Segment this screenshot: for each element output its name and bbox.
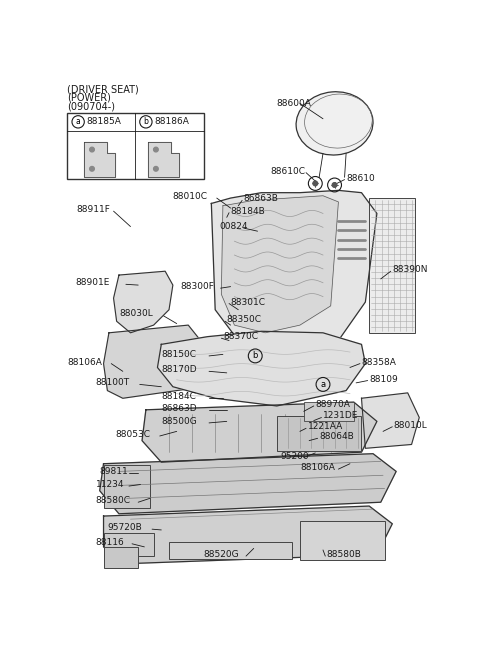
Text: 95720B: 95720B [108,523,142,532]
Text: 88370C: 88370C [223,332,258,341]
Text: 88109: 88109 [369,375,398,384]
Bar [304,402,354,421]
Text: 1231DE: 1231DE [323,411,359,420]
Bar [169,543,292,559]
Text: 88170D: 88170D [161,365,197,375]
Text: a: a [76,117,81,127]
Circle shape [90,167,94,171]
Text: 88390N: 88390N [392,265,428,274]
Text: 86863B: 86863B [244,194,278,203]
Circle shape [332,182,337,188]
Text: 88911F: 88911F [77,205,110,214]
Bar [104,465,150,508]
Text: 88610C: 88610C [271,167,306,176]
Text: (POWER): (POWER) [67,93,111,103]
Text: 88350C: 88350C [227,316,262,324]
Text: 88106A: 88106A [300,463,335,472]
Text: 88100T: 88100T [96,379,130,388]
Text: b: b [252,352,258,360]
Text: 88901E: 88901E [75,278,109,287]
Text: 88358A: 88358A [361,358,396,367]
Text: 88010C: 88010C [173,192,208,201]
Bar [104,547,138,569]
Polygon shape [142,402,377,462]
Polygon shape [211,190,377,356]
Bar [369,198,415,333]
Text: 88580C: 88580C [96,496,131,505]
Text: 86863D: 86863D [161,404,197,413]
Text: 95200: 95200 [281,451,309,461]
Polygon shape [114,271,173,333]
Text: 88053C: 88053C [115,430,150,439]
Text: 88186A: 88186A [155,117,189,127]
Text: (DRIVER SEAT): (DRIVER SEAT) [67,85,139,94]
Circle shape [154,167,158,171]
Polygon shape [84,142,115,176]
Polygon shape [157,331,365,406]
Polygon shape [221,195,338,333]
Text: 1221AA: 1221AA [308,422,343,431]
Text: 88970A: 88970A [315,400,350,409]
Bar [277,416,361,451]
Polygon shape [104,506,392,564]
Ellipse shape [296,92,373,155]
Circle shape [154,147,158,152]
Text: 88301C: 88301C [230,298,265,306]
Text: 88116: 88116 [96,538,125,546]
Text: b: b [144,117,148,127]
Text: 88580B: 88580B [327,550,362,559]
Text: 88106A: 88106A [67,358,102,367]
Text: 88184C: 88184C [161,392,196,401]
Bar [67,113,204,179]
Text: 88184B: 88184B [230,207,265,216]
Text: 00824: 00824 [219,222,248,231]
Polygon shape [100,454,396,514]
Text: 88064B: 88064B [319,432,354,441]
Bar [300,522,384,560]
Polygon shape [148,142,179,176]
Polygon shape [361,393,419,448]
Text: 11234: 11234 [96,480,124,489]
Polygon shape [104,325,211,398]
Circle shape [90,147,94,152]
Text: 88010L: 88010L [394,420,428,430]
Text: (090704-): (090704-) [67,102,115,112]
Text: 88185A: 88185A [86,117,121,127]
Text: 89811: 89811 [100,467,129,476]
Text: 88600A: 88600A [277,99,312,108]
Circle shape [313,181,318,186]
Text: 88030L: 88030L [119,309,153,318]
Bar [104,533,154,556]
Text: 88500G: 88500G [161,417,197,426]
Text: 88610: 88610 [346,174,375,183]
Text: 88520G: 88520G [204,550,239,559]
Text: 88150C: 88150C [161,350,196,359]
Text: 88300F: 88300F [180,282,215,291]
Text: a: a [321,380,325,389]
